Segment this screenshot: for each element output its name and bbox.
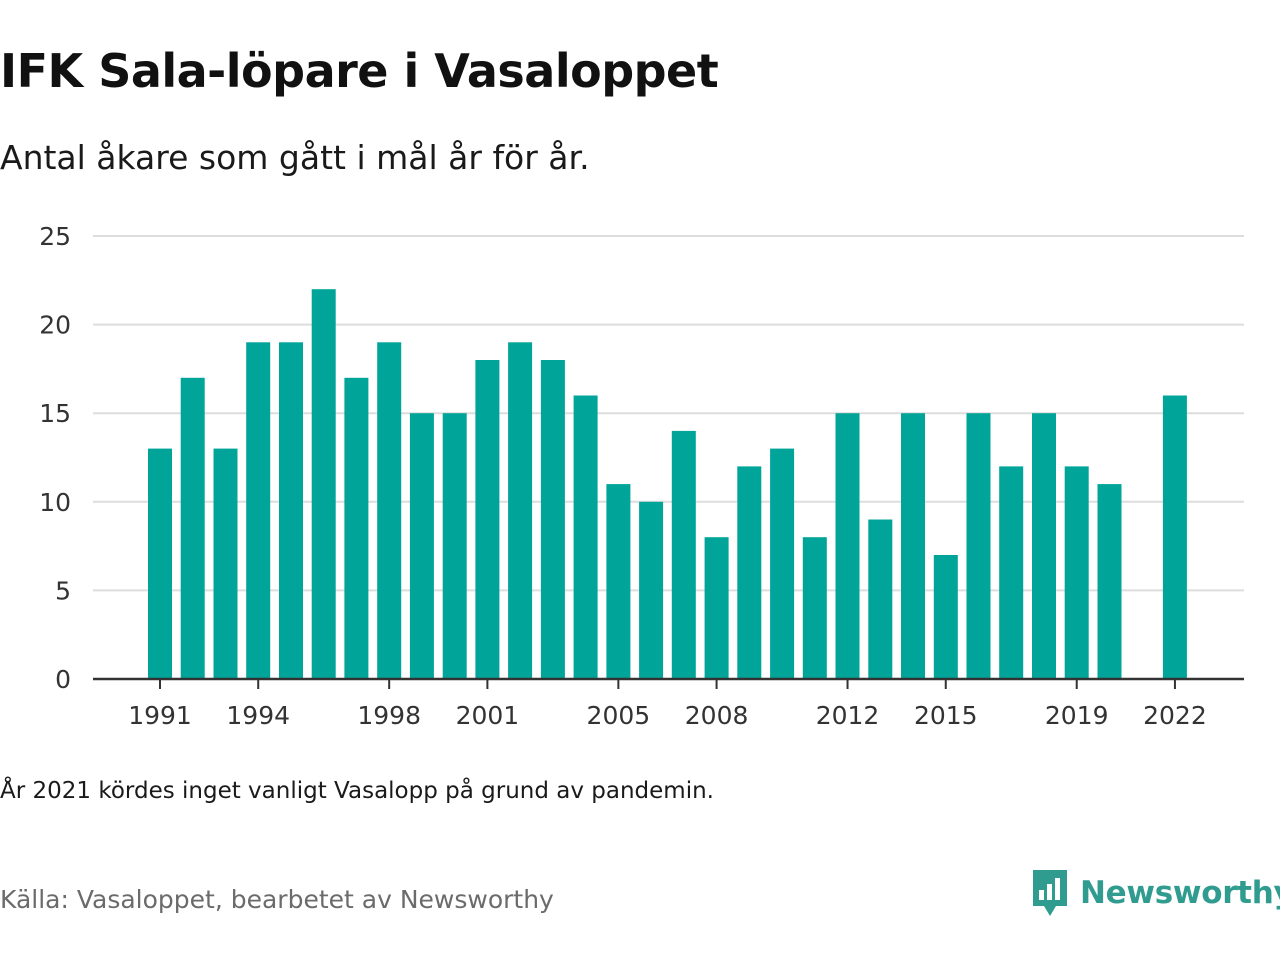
bar-2011 <box>802 537 827 679</box>
bar-2020 <box>1097 484 1122 679</box>
bar-2004 <box>573 395 598 679</box>
x-tick-label-2015: 2015 <box>914 701 978 730</box>
bar-1993 <box>213 448 238 679</box>
bar-1998 <box>377 342 402 679</box>
x-tick-label-1994: 1994 <box>226 701 290 730</box>
y-tick-label-20: 20 <box>39 311 71 340</box>
bar-1999 <box>409 413 434 679</box>
newsworthy-logo[interactable]: Newsworthy <box>1030 868 1280 918</box>
x-tick-label-2001: 2001 <box>456 701 520 730</box>
bar-1994 <box>246 342 271 679</box>
bar-1992 <box>180 377 205 679</box>
bar-2019 <box>1064 466 1089 679</box>
x-axis-ticks <box>159 679 1176 689</box>
x-axis-labels: 1991 1994 1998 2001 2005 2008 2012 2015 2019 2022 <box>128 701 1207 730</box>
bar-2000 <box>442 413 467 679</box>
bar-2016 <box>966 413 991 679</box>
bar-2022 <box>1162 395 1187 679</box>
bar-2003 <box>540 360 565 679</box>
bar-2007 <box>671 430 696 679</box>
y-tick-label-10: 10 <box>39 488 71 517</box>
chart-subtitle: Antal åkare som gått i mål år för år. <box>0 138 590 177</box>
x-tick-label-2022: 2022 <box>1143 701 1207 730</box>
bar-2014 <box>901 413 925 679</box>
bar-2013 <box>868 519 893 679</box>
y-tick-label-5: 5 <box>55 576 71 605</box>
x-tick-label-1998: 1998 <box>357 701 421 730</box>
bar-1996 <box>311 289 336 679</box>
source-credit: Källa: Vasaloppet, bearbetet av Newswort… <box>0 885 554 914</box>
bar-2002 <box>508 342 533 679</box>
bar-2001 <box>475 360 500 679</box>
bar-2008 <box>704 537 729 679</box>
x-tick-label-2005: 2005 <box>587 701 651 730</box>
footnote: År 2021 kördes inget vanligt Vasalopp på… <box>0 778 714 804</box>
logo-text: Newsworthy <box>1080 875 1280 911</box>
y-tick-label-0: 0 <box>55 665 71 694</box>
bar-2018 <box>1032 413 1056 679</box>
bar-1995 <box>279 342 303 679</box>
bar-2010 <box>770 448 795 679</box>
bar-2012 <box>835 413 860 679</box>
x-tick-label-2008: 2008 <box>685 701 749 730</box>
bar-2015 <box>933 555 958 679</box>
x-tick-label-2019: 2019 <box>1045 701 1109 730</box>
bar-2017 <box>999 466 1024 679</box>
newsworthy-logo-icon <box>1033 870 1067 916</box>
bar-1997 <box>344 377 369 679</box>
bar-2009 <box>737 466 762 679</box>
bars <box>148 289 1187 679</box>
y-tick-label-25: 25 <box>39 222 71 251</box>
x-tick-label-2012: 2012 <box>816 701 880 730</box>
y-tick-label-15: 15 <box>39 399 71 428</box>
bar-chart: 0 5 10 15 20 25 1991 1994 1998 2001 2005 2008 2012 2… <box>39 222 1244 730</box>
x-tick-label-1991: 1991 <box>128 701 192 730</box>
bar-2005 <box>606 484 631 679</box>
bar-2006 <box>639 501 664 679</box>
chart-title: IFK Sala-löpare i Vasaloppet <box>0 44 719 98</box>
bar-1991 <box>148 448 172 679</box>
y-axis-labels: 0 5 10 15 20 25 <box>39 222 71 694</box>
